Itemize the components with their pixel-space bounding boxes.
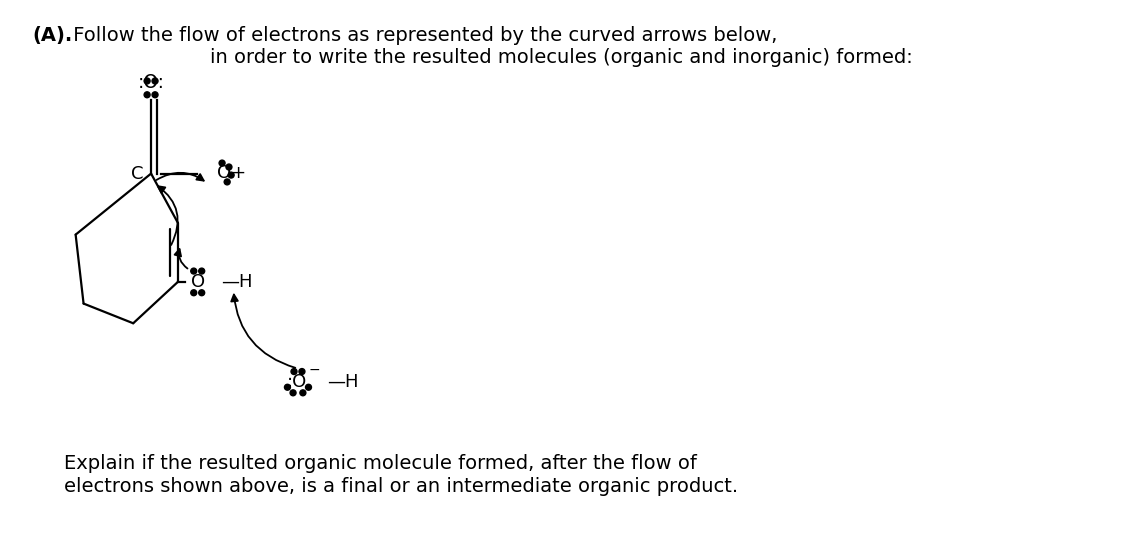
Circle shape — [291, 369, 296, 374]
Circle shape — [305, 384, 311, 390]
FancyArrowPatch shape — [175, 249, 188, 268]
Circle shape — [299, 369, 305, 374]
Circle shape — [191, 290, 197, 296]
Text: in order to write the resulted molecules (organic and inorganic) formed:: in order to write the resulted molecules… — [210, 47, 912, 66]
Text: electrons shown above, is a final or an intermediate organic product.: electrons shown above, is a final or an … — [64, 477, 738, 496]
Circle shape — [228, 172, 234, 178]
Text: Explain if the resulted organic molecule formed, after the flow of: Explain if the resulted organic molecule… — [64, 454, 696, 473]
Circle shape — [199, 268, 204, 274]
Text: —H: —H — [221, 273, 253, 291]
Circle shape — [191, 268, 197, 274]
Text: —H: —H — [327, 373, 358, 391]
Circle shape — [152, 92, 158, 98]
Text: O+: O+ — [217, 163, 246, 182]
Circle shape — [152, 78, 158, 84]
Circle shape — [144, 78, 150, 84]
Circle shape — [199, 290, 204, 296]
Text: Follow the flow of electrons as represented by the curved arrows below,: Follow the flow of electrons as represen… — [66, 26, 777, 45]
Text: :O: :O — [287, 373, 308, 391]
Circle shape — [284, 384, 291, 390]
FancyArrowPatch shape — [156, 173, 203, 181]
Circle shape — [290, 390, 296, 396]
Circle shape — [300, 390, 305, 396]
Text: (A).: (A). — [31, 26, 72, 45]
Text: −: − — [308, 363, 320, 376]
Circle shape — [144, 92, 150, 98]
Circle shape — [219, 160, 225, 166]
FancyArrowPatch shape — [158, 186, 177, 245]
Text: O: O — [191, 273, 204, 291]
Circle shape — [225, 179, 230, 185]
Text: C: C — [131, 164, 144, 183]
Circle shape — [226, 164, 232, 170]
FancyArrowPatch shape — [231, 295, 295, 368]
Text: :O:: :O: — [138, 73, 165, 92]
